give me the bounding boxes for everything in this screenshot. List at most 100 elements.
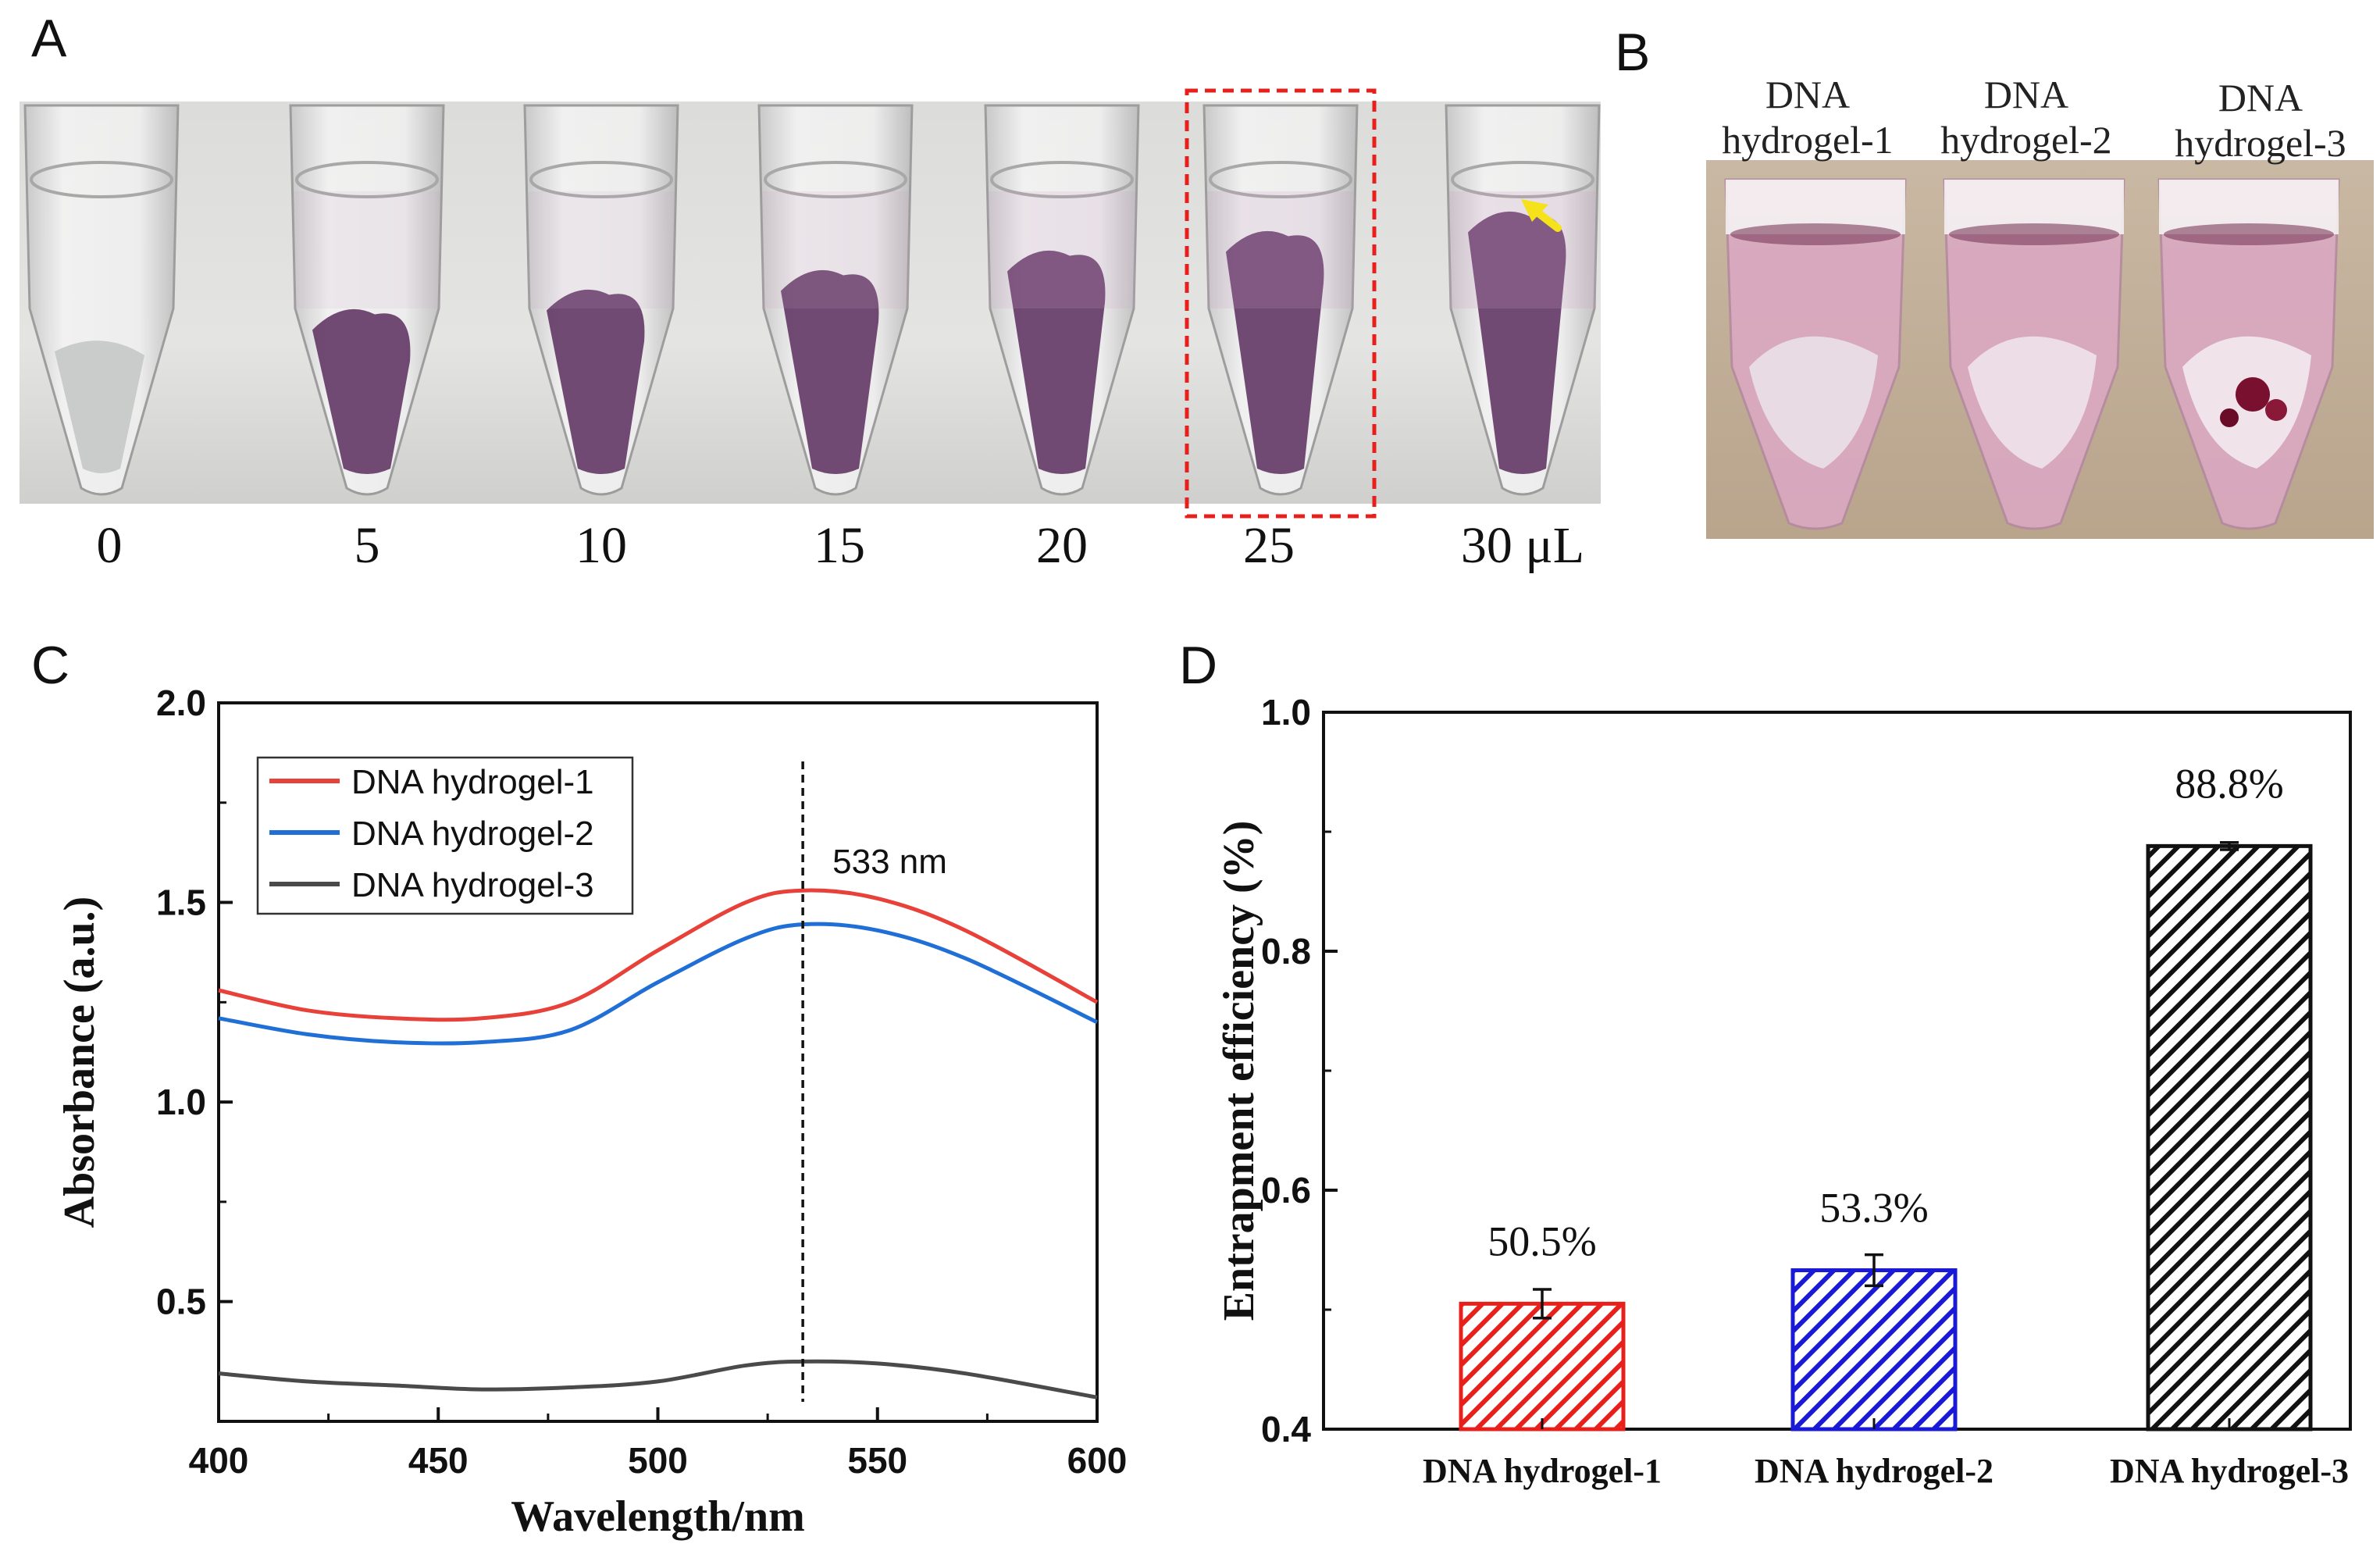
- volume-label: 10: [575, 517, 627, 574]
- legend-label: DNA hydrogel-2: [351, 815, 594, 853]
- tube-label-line1: DNA: [1984, 73, 2068, 116]
- series-line: [218, 922, 1099, 1046]
- data-label: 50.5%: [1488, 1218, 1596, 1264]
- peak-annotation: 533 nm: [832, 843, 947, 881]
- tube: [757, 104, 914, 496]
- tube: [1724, 178, 1907, 530]
- x-category-label: DNA hydrogel-2: [1755, 1452, 1993, 1490]
- y-tick-label: 0.5: [156, 1282, 206, 1322]
- tube-meniscus: [1730, 223, 1901, 245]
- volume-labels: 0 5 10 15 20 25 30 μL: [97, 517, 1585, 574]
- legend-label: DNA hydrogel-3: [351, 866, 594, 904]
- tube-label-line1: DNA: [2218, 76, 2303, 119]
- tube-meniscus: [30, 161, 173, 198]
- tube-meniscus: [295, 161, 439, 198]
- y-tick-label: 0.4: [1261, 1409, 1311, 1449]
- y-tick-label: 1.5: [156, 882, 206, 923]
- series-line: [218, 888, 1099, 1022]
- x-tick-label: 400: [189, 1440, 249, 1481]
- y-tick-label: 1.0: [1261, 692, 1311, 733]
- tube: [1445, 104, 1601, 496]
- tubes-b: [1724, 178, 2340, 530]
- x-category-label: DNA hydrogel-3: [2110, 1452, 2349, 1490]
- gel: [312, 308, 411, 474]
- volume-label: 30 μL: [1461, 517, 1584, 574]
- tube-body: [23, 104, 180, 496]
- entrapment-chart: 0.4 0.6 0.8 1.0 50.5% DNA hydrogel-1 53.3% DNA …: [1215, 692, 2352, 1490]
- volume-label: 15: [814, 517, 865, 574]
- bar: [1459, 1301, 1626, 1432]
- solution-tint: [762, 191, 909, 308]
- x-category-label: DNA hydrogel-1: [1423, 1452, 1662, 1490]
- solution-tint: [294, 191, 440, 308]
- solution-tint: [528, 191, 675, 308]
- tube-meniscus: [764, 161, 907, 198]
- volume-label: 25: [1243, 517, 1295, 574]
- tube: [289, 104, 445, 496]
- tube: [523, 104, 679, 496]
- tube: [984, 104, 1140, 496]
- gel-dye-spot: [2220, 408, 2239, 427]
- volume-label: 20: [1036, 517, 1088, 574]
- tube-meniscus: [2164, 223, 2334, 245]
- gel: [1749, 336, 1878, 469]
- bar: [2146, 843, 2313, 1432]
- legend-box: [256, 756, 634, 915]
- x-tick-label: 550: [847, 1440, 907, 1481]
- gel: [781, 269, 879, 474]
- y-axis-title: Entrapment efficiency (%): [1215, 821, 1263, 1321]
- absorbance-chart: 400 450 500 550 600 0.5 1.0 1.5 2.0 533 nm DNA hyd…: [55, 683, 1127, 1541]
- tube-meniscus: [1949, 223, 2119, 245]
- arrow-icon: [1521, 199, 1562, 232]
- y-tick-label: 2.0: [156, 683, 206, 723]
- highlight-box: [1185, 88, 1377, 519]
- y-tick-label: 1.0: [156, 1082, 206, 1122]
- solution-tint: [1449, 191, 1596, 308]
- gel-dye-spot: [2236, 377, 2270, 412]
- legend-label: DNA hydrogel-1: [351, 763, 594, 801]
- tube-meniscus: [990, 161, 1134, 198]
- y-tick-label: 0.8: [1261, 931, 1311, 972]
- x-tick-label: 500: [628, 1440, 688, 1481]
- tubes-a: [23, 104, 1601, 496]
- gel: [1468, 211, 1566, 474]
- y-axis-title: Absorbance (a.u.): [55, 897, 104, 1228]
- panel-label-b: B: [1615, 23, 1650, 82]
- legend: DNA hydrogel-1 DNA hydrogel-2 DNA hydrogel…: [256, 756, 634, 915]
- data-label: 88.8%: [2175, 760, 2283, 807]
- solution-tint: [989, 191, 1135, 308]
- x-tick-label: 450: [408, 1440, 469, 1481]
- x-axis-title: Wavelength/nm: [511, 1492, 804, 1541]
- bar: [1790, 1268, 1958, 1432]
- y-tick-label: 0.6: [1261, 1170, 1311, 1210]
- tube-label-line2: hydrogel-1: [1722, 118, 1893, 162]
- tube-meniscus: [529, 161, 673, 198]
- panel-label-c: C: [31, 636, 69, 695]
- panel-label-a: A: [31, 9, 67, 68]
- tube-label-line1: DNA: [1765, 73, 1850, 116]
- tube-meniscus: [1209, 161, 1352, 198]
- tube: [1202, 104, 1359, 496]
- gel: [1226, 230, 1324, 474]
- x-tick-label: 600: [1067, 1440, 1128, 1481]
- gel-dye-spot: [2265, 399, 2287, 421]
- solution-tint: [1207, 191, 1354, 308]
- tube: [1943, 178, 2125, 530]
- tube-label-line2: hydrogel-3: [2175, 121, 2346, 165]
- tube-meniscus: [1451, 161, 1594, 198]
- gel: [1007, 250, 1106, 474]
- gel: [55, 341, 144, 473]
- panel-label-d: D: [1179, 636, 1217, 695]
- tube: [2157, 178, 2340, 530]
- gel: [1968, 336, 2097, 469]
- volume-label: 5: [355, 517, 380, 574]
- gel: [547, 289, 645, 474]
- tube: [23, 104, 180, 496]
- tube-label-line2: hydrogel-2: [1940, 118, 2111, 162]
- series-line: [218, 1359, 1098, 1399]
- data-label: 53.3%: [1819, 1185, 1928, 1232]
- volume-label: 0: [97, 517, 123, 574]
